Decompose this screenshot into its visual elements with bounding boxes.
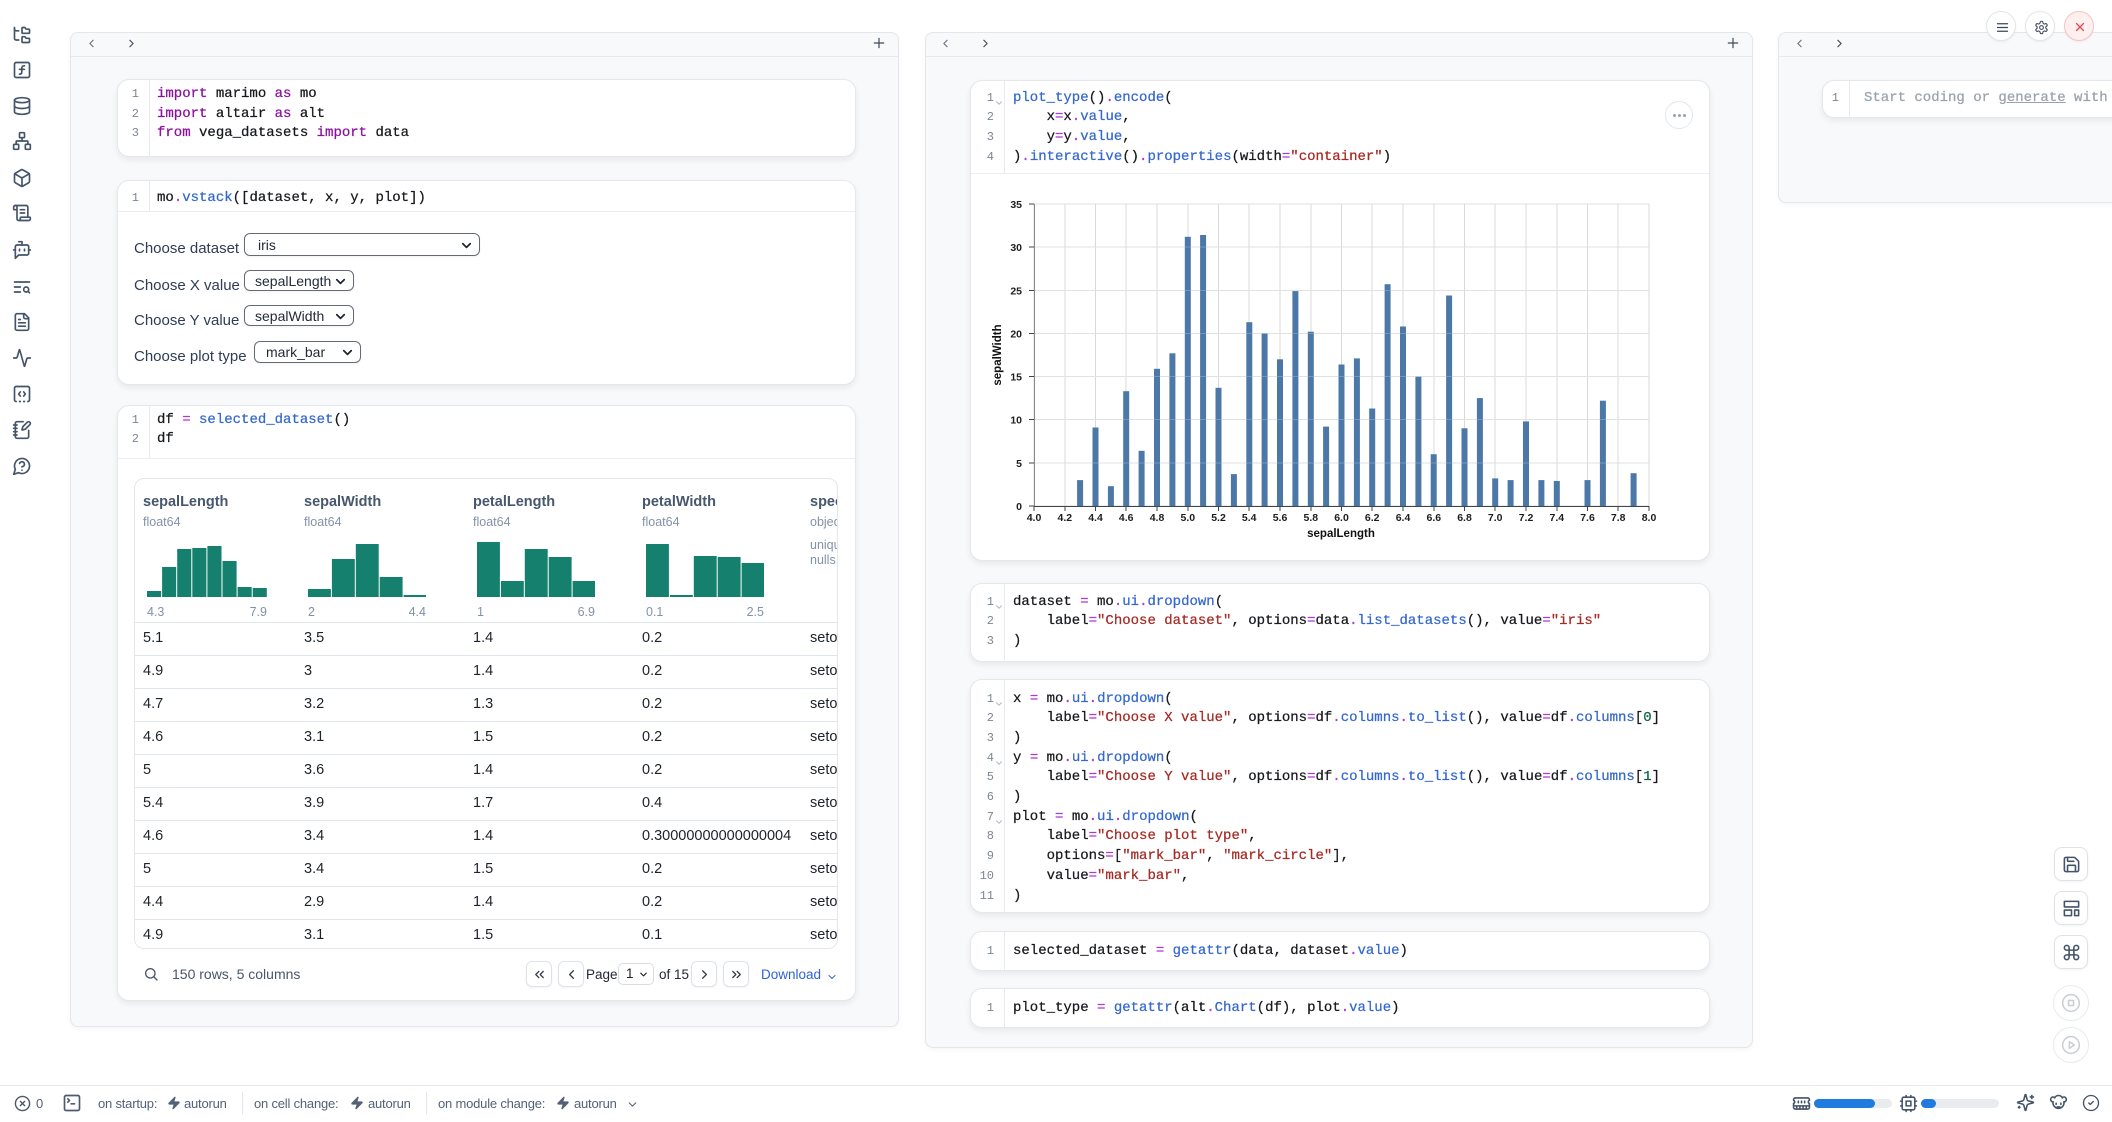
svg-text:4.4: 4.4 [1088, 512, 1103, 524]
svg-text:4.6: 4.6 [1119, 512, 1134, 524]
svg-text:6.6: 6.6 [1426, 512, 1441, 524]
svg-text:7.2: 7.2 [1519, 512, 1534, 524]
svg-text:5.4: 5.4 [1242, 512, 1257, 524]
svg-text:0: 0 [1016, 501, 1022, 513]
svg-text:5: 5 [1016, 458, 1022, 470]
svg-text:4.8: 4.8 [1150, 512, 1165, 524]
svg-text:7.8: 7.8 [1611, 512, 1626, 524]
svg-text:sepalWidth: sepalWidth [992, 324, 1004, 385]
svg-text:sepalLength: sepalLength [1307, 528, 1375, 540]
svg-text:7.4: 7.4 [1549, 512, 1564, 524]
svg-text:4.2: 4.2 [1057, 512, 1072, 524]
svg-text:6.8: 6.8 [1457, 512, 1472, 524]
svg-text:20: 20 [1010, 328, 1022, 340]
svg-text:6.4: 6.4 [1396, 512, 1411, 524]
svg-text:10: 10 [1010, 415, 1022, 427]
svg-text:15: 15 [1010, 372, 1022, 384]
svg-text:5.8: 5.8 [1303, 512, 1318, 524]
svg-text:5.2: 5.2 [1211, 512, 1226, 524]
svg-text:6.0: 6.0 [1334, 512, 1349, 524]
svg-text:25: 25 [1010, 285, 1022, 297]
svg-text:7.0: 7.0 [1488, 512, 1503, 524]
svg-text:6.2: 6.2 [1365, 512, 1380, 524]
svg-text:30: 30 [1010, 242, 1022, 254]
svg-text:35: 35 [1010, 199, 1022, 211]
svg-text:4.0: 4.0 [1027, 512, 1042, 524]
svg-text:5.0: 5.0 [1180, 512, 1195, 524]
svg-text:5.6: 5.6 [1273, 512, 1288, 524]
svg-text:8.0: 8.0 [1642, 512, 1657, 524]
svg-text:7.6: 7.6 [1580, 512, 1595, 524]
